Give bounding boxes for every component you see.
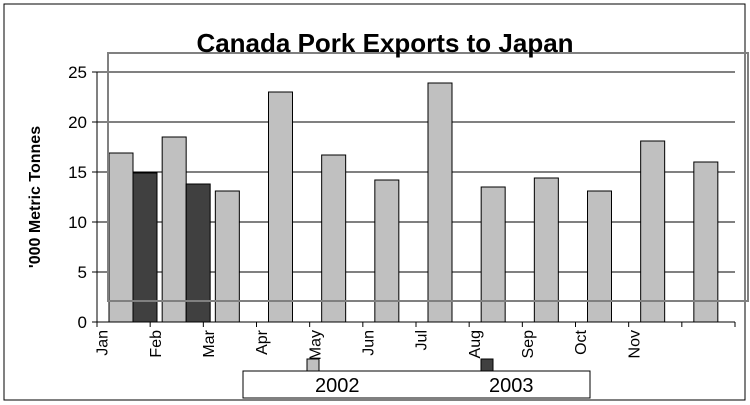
x-tick-label-sep: Sep bbox=[520, 330, 537, 359]
x-tick-label-jan: Jan bbox=[95, 330, 112, 356]
y-tick-label-10: 10 bbox=[68, 213, 87, 232]
bar-2002-mar bbox=[214, 190, 240, 323]
x-tick-label-aug: Aug bbox=[467, 330, 484, 358]
x-tick-label-may: May bbox=[307, 330, 324, 360]
x-tick-label-oct: Oct bbox=[573, 329, 590, 354]
x-tick-label-apr: Apr bbox=[254, 329, 271, 355]
legend: 2002 2003 bbox=[242, 358, 591, 399]
y-tick-label-15: 15 bbox=[68, 163, 87, 182]
x-tick-label-nov: Nov bbox=[626, 330, 643, 358]
legend-label-2003: 2003 bbox=[489, 375, 534, 397]
y-axis-ticks: 0 5 10 15 20 25 bbox=[68, 63, 97, 332]
x-tick-label-jul: Jul bbox=[414, 330, 431, 350]
legend-box bbox=[242, 370, 591, 399]
bar-2002-apr bbox=[268, 91, 293, 323]
x-tick-label-jun: Jun bbox=[360, 330, 377, 356]
x-tick-label-mar: Mar bbox=[201, 329, 218, 357]
x-axis-ticks: Jan Feb Mar Apr May Jun Jul Aug Sep Oct Nov bbox=[95, 322, 736, 360]
bar-2002-jun bbox=[374, 179, 400, 323]
y-tick-label-25: 25 bbox=[68, 63, 87, 82]
bar-2002-feb bbox=[161, 136, 187, 323]
bar-2002-jul bbox=[427, 82, 453, 323]
bar-2002-jan bbox=[108, 152, 134, 323]
y-tick-label-20: 20 bbox=[68, 113, 87, 132]
y-tick-label-0: 0 bbox=[78, 313, 87, 332]
x-tick-label-feb: Feb bbox=[148, 330, 165, 358]
legend-label-2002: 2002 bbox=[315, 375, 360, 397]
bar-2002-aug bbox=[480, 186, 506, 323]
bar-2002-nov bbox=[640, 140, 666, 323]
bar-2003-jan bbox=[132, 172, 158, 323]
bar-2003-feb bbox=[185, 183, 211, 323]
chart-title: Canada Pork Exports to Japan bbox=[196, 28, 573, 58]
legend-swatch-2002 bbox=[306, 358, 320, 372]
y-axis-label: '000 Metric Tonnes bbox=[27, 126, 44, 268]
legend-swatch-2003 bbox=[480, 358, 494, 372]
bar-2002-sep bbox=[533, 177, 559, 323]
bar-2002-dec bbox=[693, 161, 719, 323]
bar-2002-oct bbox=[587, 190, 612, 323]
y-tick-label-5: 5 bbox=[78, 263, 87, 282]
plot-area-border bbox=[107, 52, 749, 302]
bar-2002-may bbox=[321, 154, 347, 323]
